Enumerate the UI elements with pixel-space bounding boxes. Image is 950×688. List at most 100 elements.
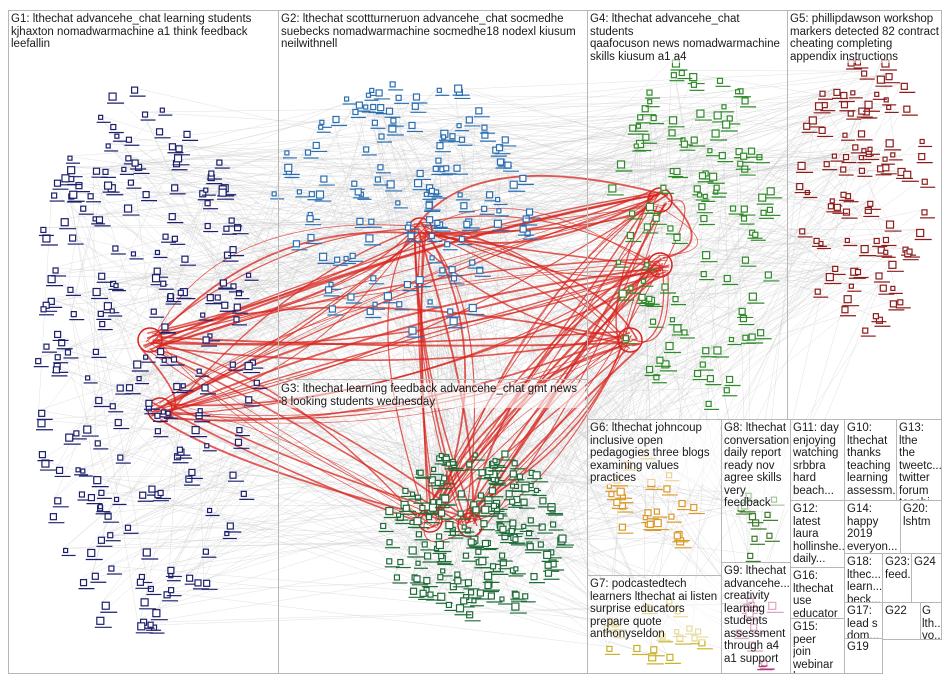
vertex-node: [78, 491, 86, 498]
vertex-node: [159, 107, 165, 113]
edge: [250, 203, 699, 361]
edge: [131, 160, 162, 411]
vertex-node: [760, 209, 767, 216]
edge-strong: [156, 337, 435, 528]
vertex-node: [525, 208, 534, 216]
vertex-node: [890, 152, 896, 158]
group-label-g20: G19: [847, 641, 882, 673]
edge-strong: [147, 340, 438, 529]
vertex-node: [840, 91, 848, 100]
edge: [54, 331, 439, 554]
vertex-node: [713, 184, 720, 191]
vertex-node: [142, 190, 150, 199]
vertex-node: [706, 375, 715, 383]
edge: [659, 203, 829, 634]
edge-strong: [155, 265, 669, 411]
vertex-node: [386, 539, 393, 546]
edge: [96, 89, 457, 218]
vertex-node: [728, 336, 735, 343]
vertex-node: [738, 307, 746, 316]
vertex-node: [365, 234, 374, 243]
group-box-g1: [8, 10, 279, 674]
vertex-node: [509, 498, 516, 505]
vertex-node: [635, 123, 642, 129]
vertex-node: [616, 487, 625, 496]
edge: [108, 92, 220, 187]
vertex-node: [40, 226, 47, 234]
vertex-node: [885, 73, 893, 81]
edge: [106, 143, 904, 172]
vertex-node: [700, 271, 707, 278]
vertex-node: [748, 292, 757, 301]
vertex-node: [419, 504, 426, 512]
vertex-node: [525, 530, 533, 537]
edge: [54, 250, 156, 498]
vertex-node: [799, 228, 806, 235]
vertex-node: [136, 376, 142, 382]
vertex-node: [234, 438, 243, 446]
vertex-node: [427, 299, 433, 305]
edge: [142, 111, 221, 281]
edge: [65, 349, 490, 471]
vertex-node: [647, 99, 653, 105]
vertex-node: [705, 400, 712, 408]
vertex-node: [455, 604, 465, 613]
group-label-g12: G12: latest laura hollinshe... daily...: [793, 503, 844, 567]
edge: [245, 210, 630, 363]
vertex-node: [409, 519, 415, 525]
edge: [220, 189, 298, 281]
vertex-node: [900, 82, 908, 90]
edge-strong: [424, 190, 652, 235]
vertex-node: [216, 159, 223, 166]
vertex-node: [832, 265, 839, 273]
vertex-node: [549, 521, 557, 528]
vertex-node: [87, 193, 94, 200]
group-box-g25: [920, 602, 942, 640]
vertex-node: [356, 217, 364, 226]
vertex-node: [95, 216, 104, 224]
edge: [606, 106, 905, 647]
vertex-node: [139, 491, 147, 499]
edge: [501, 450, 655, 520]
vertex-node: [489, 563, 497, 570]
vertex-node: [495, 196, 501, 203]
edge: [96, 116, 670, 618]
group-label-g7: G7: podcastedtech learners lthechat ai l…: [590, 578, 720, 641]
edge: [143, 191, 647, 204]
vertex-node: [740, 215, 748, 222]
vertex-node: [75, 467, 81, 473]
vertex-node: [352, 108, 359, 116]
vertex-node: [145, 399, 153, 407]
vertex-node: [51, 192, 58, 199]
vertex-node: [196, 368, 202, 374]
edge: [203, 150, 286, 550]
edge: [509, 266, 833, 500]
vertex-node: [197, 408, 203, 414]
vertex-node: [723, 274, 731, 283]
edge-strong: [159, 348, 472, 523]
vertex-node: [642, 514, 648, 521]
edge: [175, 145, 427, 186]
vertex-node: [37, 419, 46, 428]
edge: [203, 507, 386, 581]
edge: [114, 238, 846, 498]
vertex-node: [389, 81, 396, 88]
vertex-node: [152, 609, 161, 618]
vertex-node: [734, 89, 741, 95]
edge: [480, 517, 529, 521]
vertex-node: [49, 513, 58, 521]
edge: [519, 225, 753, 537]
vertex-node: [882, 236, 890, 244]
edge: [54, 305, 330, 364]
vertex-node: [480, 520, 488, 528]
vertex-node: [921, 209, 928, 216]
vertex-node: [821, 102, 828, 109]
vertex-node: [888, 260, 897, 269]
vertex-node: [67, 286, 74, 293]
edge-strong: [155, 193, 659, 348]
edge: [168, 170, 418, 574]
vertex-node: [537, 541, 544, 548]
vertex-node: [825, 272, 834, 282]
edge: [65, 433, 613, 622]
vertex-node: [58, 339, 66, 347]
